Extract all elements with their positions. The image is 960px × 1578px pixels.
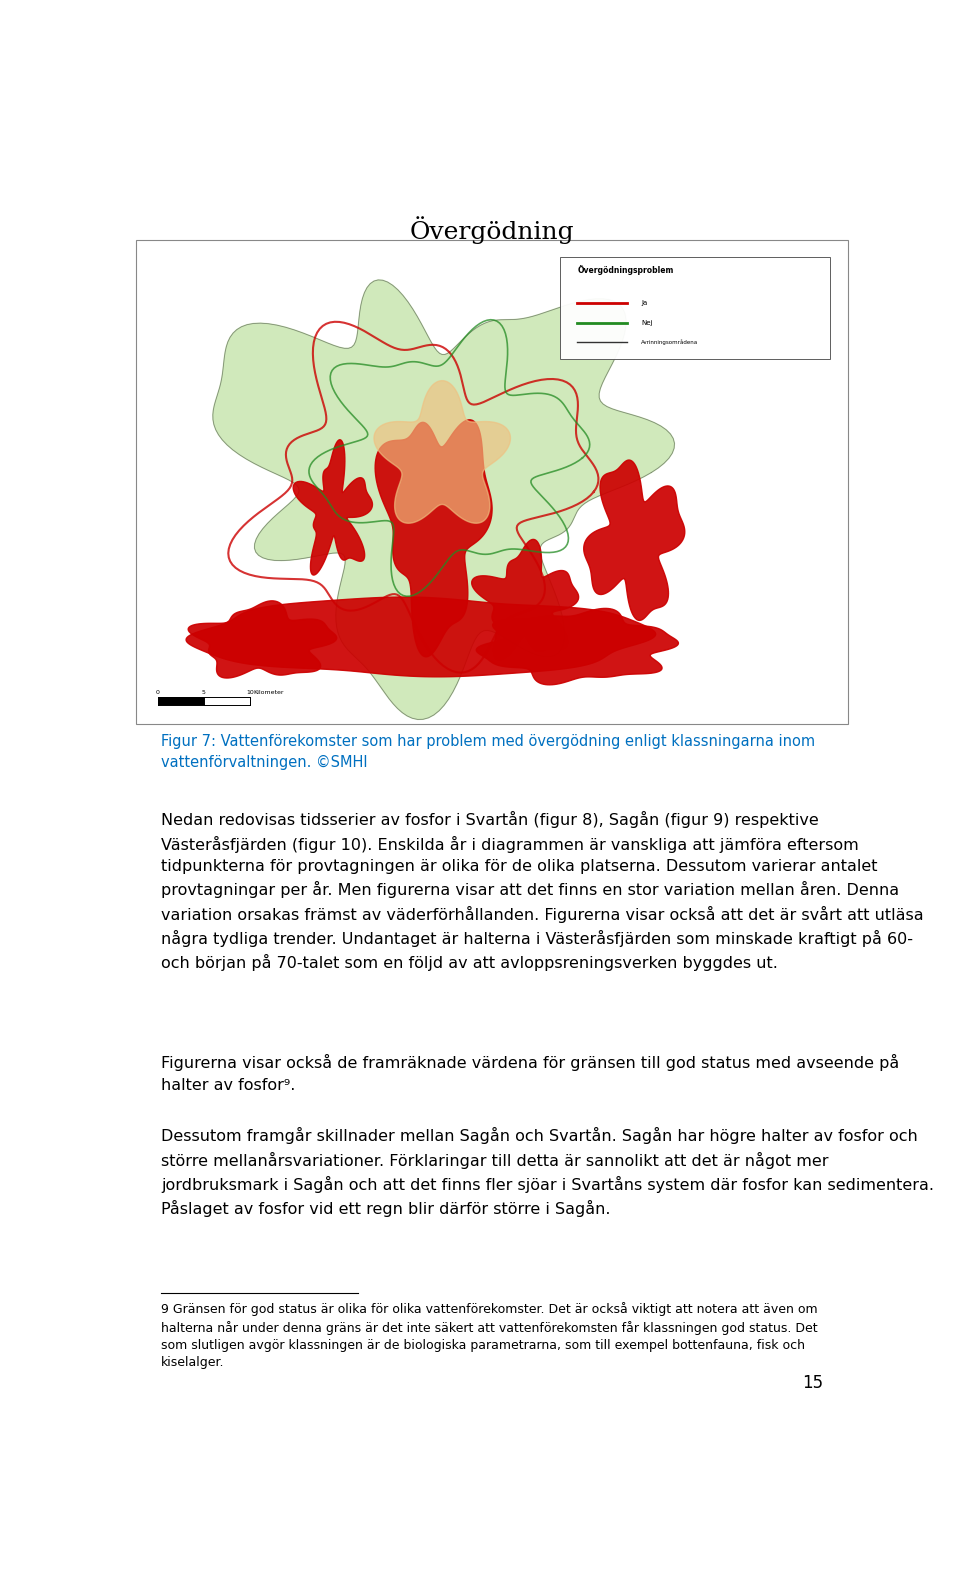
Text: Dessutom framgår skillnader mellan Sagån och Svartån. Sagån har högre halter av : Dessutom framgår skillnader mellan Sagån… (161, 1127, 934, 1217)
Text: Figur 7: Vattenförekomster som har problem med övergödning enligt klassningarna : Figur 7: Vattenförekomster som har probl… (161, 734, 815, 770)
Text: 15: 15 (802, 1374, 823, 1392)
Text: 9 Gränsen för god status är olika för olika vattenförekomster. Det är också vikt: 9 Gränsen för god status är olika för ol… (161, 1302, 818, 1368)
Text: Figurerna visar också de framräknade värdena för gränsen till god status med avs: Figurerna visar också de framräknade vär… (161, 1054, 900, 1092)
Text: Övergödning: Övergödning (410, 216, 574, 245)
FancyBboxPatch shape (136, 240, 848, 724)
Text: Nedan redovisas tidsserier av fosfor i Svartån (figur 8), Sagån (figur 9) respek: Nedan redovisas tidsserier av fosfor i S… (161, 811, 924, 970)
